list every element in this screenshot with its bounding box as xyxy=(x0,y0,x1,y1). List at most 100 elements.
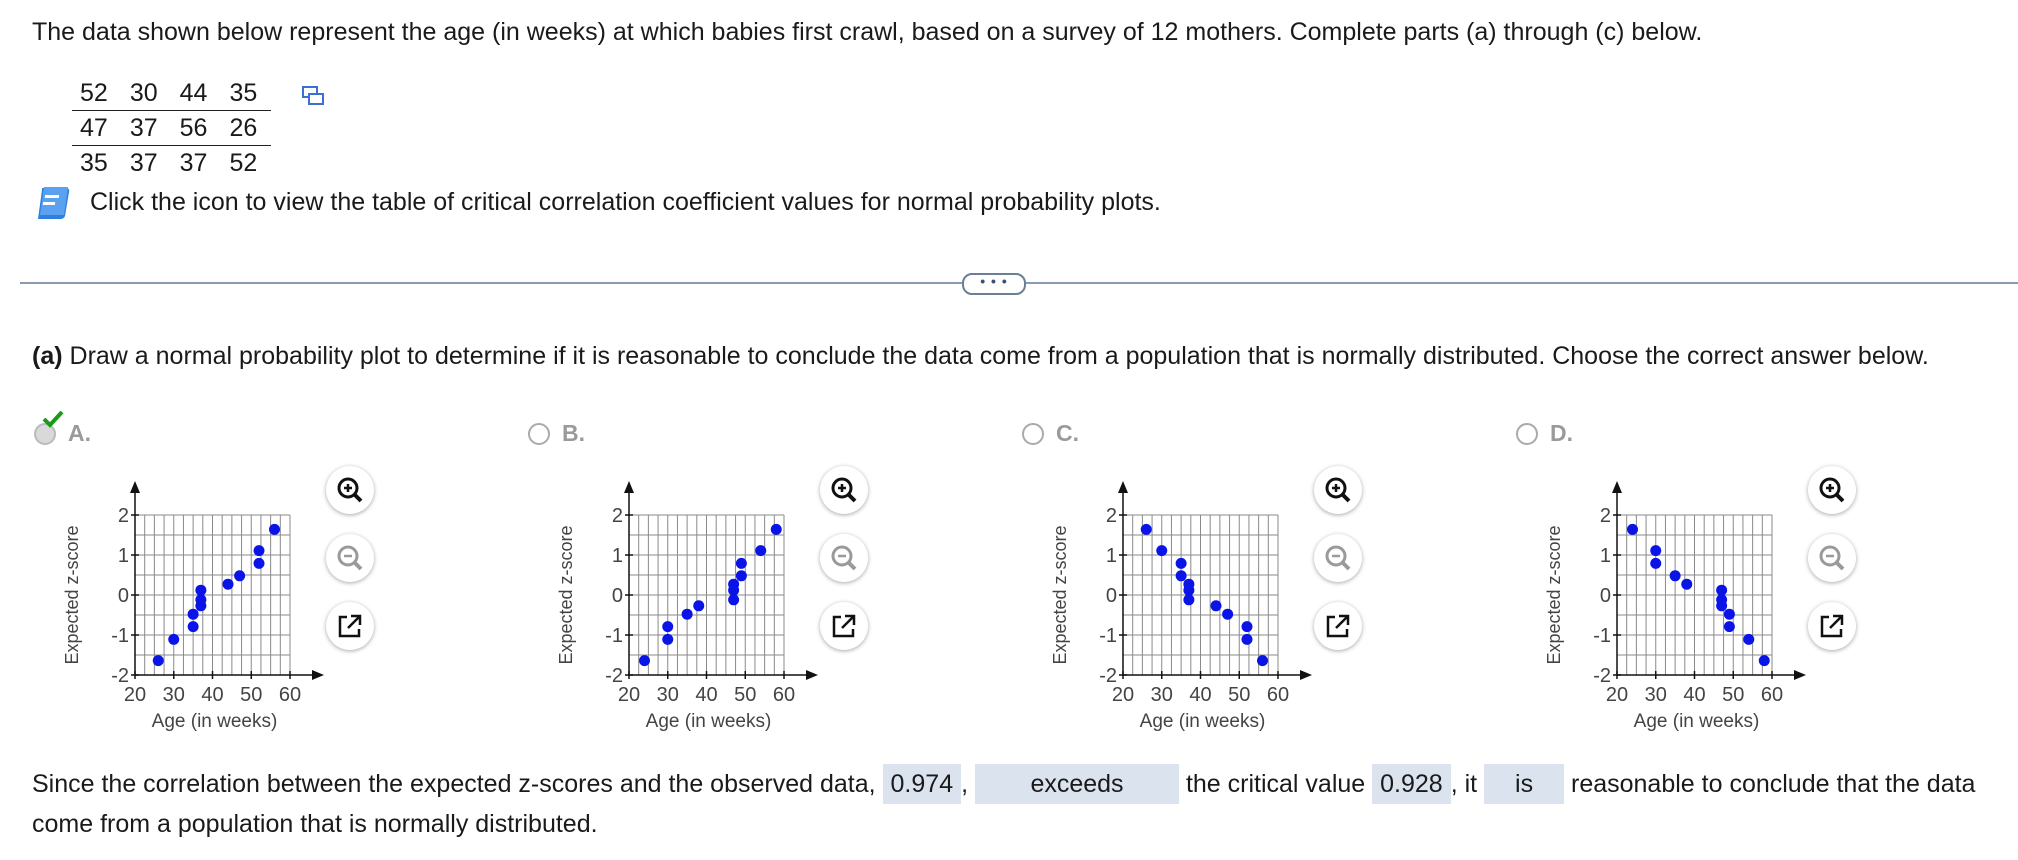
option-d[interactable]: D. 20 30 40 50 60 2 1 0 -1 -2 Age (in weeks) Expect… xyxy=(1512,420,2006,740)
y-tick-label: 0 xyxy=(1600,585,1611,607)
x-axis-arrow xyxy=(1300,670,1312,680)
data-point xyxy=(639,655,650,667)
data-point xyxy=(269,523,280,535)
radio-button-d[interactable] xyxy=(1516,422,1538,445)
y-axis-arrow xyxy=(1118,481,1128,493)
option-a-selector[interactable]: A. xyxy=(34,410,91,447)
data-point xyxy=(195,594,207,606)
data-point xyxy=(662,633,674,645)
critical-values-link-text[interactable]: Click the icon to view the table of crit… xyxy=(90,187,1161,216)
is-isnot-dropdown[interactable]: is xyxy=(1484,764,1565,804)
zoom-in-button[interactable] xyxy=(820,466,868,514)
data-point xyxy=(187,608,199,620)
x-tick-label: 30 xyxy=(657,684,679,706)
data-point xyxy=(234,570,246,582)
zoom-in-button[interactable] xyxy=(326,466,374,514)
open-new-window-button[interactable] xyxy=(1808,602,1856,650)
data-point xyxy=(1140,523,1152,535)
y-axis-label: Expected z-score xyxy=(62,525,82,664)
x-axis-arrow xyxy=(1794,670,1806,680)
y-tick-label: -2 xyxy=(111,665,129,687)
normal-probability-plot: 20 30 40 50 60 2 1 0 -1 -2 Age (in weeks) Expected … xyxy=(40,460,330,745)
critical-values-link[interactable]: Click the icon to view the table of crit… xyxy=(34,182,1161,222)
data-point xyxy=(1156,545,1168,557)
answer-text: , xyxy=(961,770,969,798)
option-c-selector[interactable]: C. xyxy=(1022,420,1079,447)
zoom-out-icon xyxy=(831,545,857,571)
x-tick-label: 40 xyxy=(695,684,717,706)
radio-button-a[interactable] xyxy=(34,422,56,445)
question-a: (a) Draw a normal probability plot to de… xyxy=(32,342,1929,371)
data-point xyxy=(1743,633,1755,645)
external-link-icon xyxy=(832,614,856,638)
y-axis-arrow xyxy=(1612,481,1622,493)
correlation-input[interactable]: 0.974 xyxy=(882,764,962,804)
x-tick-label: 50 xyxy=(1228,684,1250,706)
zoom-in-button[interactable] xyxy=(1808,466,1856,514)
plot-svg: 20 30 40 50 60 2 1 0 -1 -2 Age (in weeks) Expected … xyxy=(62,481,324,732)
data-row: 35 37 37 52 xyxy=(72,146,271,181)
book-icon[interactable] xyxy=(34,182,74,222)
external-link-icon xyxy=(338,614,362,638)
zoom-out-button[interactable] xyxy=(1314,534,1362,582)
option-b[interactable]: B. 20 30 40 50 60 2 1 0 -1 -2 Age (in weeks) Expect… xyxy=(524,420,1018,740)
check-icon xyxy=(42,410,64,428)
radio-button-c[interactable] xyxy=(1022,422,1044,445)
x-tick-label: 60 xyxy=(773,684,795,706)
zoom-out-button[interactable] xyxy=(1808,534,1856,582)
option-d-selector[interactable]: D. xyxy=(1516,420,1573,447)
open-new-window-button[interactable] xyxy=(820,602,868,650)
data-point xyxy=(253,545,265,557)
x-tick-label: 60 xyxy=(1267,684,1289,706)
data-cell: 47 xyxy=(72,110,122,146)
open-new-window-button[interactable] xyxy=(1314,602,1362,650)
data-point xyxy=(728,578,740,590)
data-point xyxy=(1723,621,1735,633)
x-tick-label: 20 xyxy=(124,684,146,706)
option-c[interactable]: C. 20 30 40 50 60 2 1 0 -1 -2 Age (in weeks) Expect… xyxy=(1018,420,1512,740)
normal-probability-plot: 20 30 40 50 60 2 1 0 -1 -2 Age (in weeks) Expected … xyxy=(534,460,824,745)
x-axis-label: Age (in weeks) xyxy=(646,711,772,732)
x-axis-arrow xyxy=(312,670,324,680)
data-point xyxy=(168,633,180,645)
data-point xyxy=(681,608,693,620)
data-cell: 52 xyxy=(72,76,122,111)
external-link-icon xyxy=(1820,614,1844,638)
option-b-selector[interactable]: B. xyxy=(528,420,585,447)
answer-text: the critical value xyxy=(1179,770,1373,798)
data-point xyxy=(1183,594,1195,606)
x-tick-label: 40 xyxy=(1189,684,1211,706)
answer-text: Since the correlation between the expect… xyxy=(32,770,883,798)
data-point xyxy=(187,621,199,633)
critical-value-input[interactable]: 0.928 xyxy=(1372,764,1451,804)
option-a[interactable]: A. 20 30 40 50 60 2 1 0 -1 -2 Age (in weeks) Expect… xyxy=(30,410,524,740)
data-point xyxy=(253,557,265,569)
data-cell: 37 xyxy=(129,149,158,177)
copy-data-icon[interactable] xyxy=(302,86,324,106)
y-axis-label: Expected z-score xyxy=(556,525,576,664)
zoom-in-icon xyxy=(1819,477,1845,503)
expand-more-button[interactable]: • • • xyxy=(962,273,1026,295)
x-tick-label: 60 xyxy=(279,684,301,706)
data-point xyxy=(1210,600,1222,612)
data-point xyxy=(1758,655,1770,667)
data-cell: 37 xyxy=(179,149,208,177)
data-point xyxy=(1650,545,1662,557)
x-tick-label: 30 xyxy=(163,684,185,706)
data-point xyxy=(1627,523,1638,535)
open-new-window-button[interactable] xyxy=(326,602,374,650)
zoom-in-button[interactable] xyxy=(1314,466,1362,514)
y-tick-label: -1 xyxy=(111,625,129,647)
comparison-dropdown[interactable]: exceeds xyxy=(975,764,1179,804)
radio-button-b[interactable] xyxy=(528,422,550,445)
answer-sentence: Since the correlation between the expect… xyxy=(32,764,2002,844)
x-tick-label: 20 xyxy=(1112,684,1134,706)
data-cell: 52 xyxy=(229,149,258,177)
zoom-out-button[interactable] xyxy=(820,534,868,582)
answer-text: , it xyxy=(1450,770,1485,798)
data-row: 52 30 44 35 xyxy=(72,76,272,111)
y-axis-label: Expected z-score xyxy=(1544,525,1564,664)
data-cell: 35 xyxy=(221,76,272,111)
data-point xyxy=(1257,655,1268,667)
zoom-out-button[interactable] xyxy=(326,534,374,582)
